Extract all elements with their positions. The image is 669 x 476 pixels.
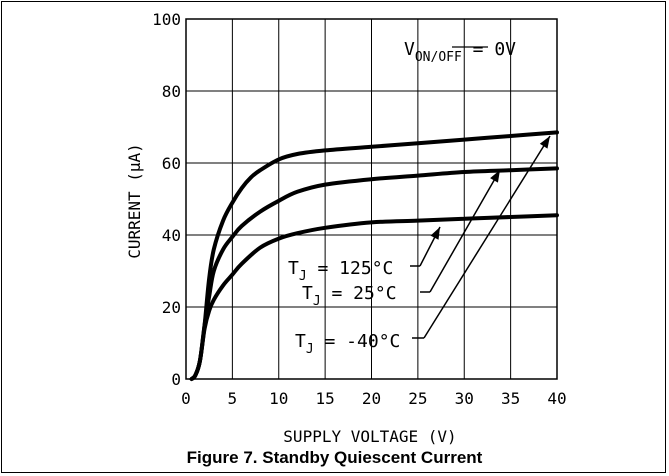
curves [189,130,559,381]
leader-minus40c-head [539,136,550,149]
y-tick-label: 40 [162,226,181,245]
x-tick-label: 10 [269,389,288,408]
svg-text:VON/OFF = 0V: VON/OFF = 0V [404,39,516,65]
condition-subscript: ON/OFF [415,50,462,65]
x-tick-label: 5 [228,389,238,408]
x-tick-label: 15 [315,389,334,408]
x-tick-label: 20 [362,389,381,408]
y-tick-label: 0 [171,370,181,389]
series-label-125c: TJ = 125°C [288,258,393,284]
y-tick-label: 20 [162,298,181,317]
condition-value: = 0V [462,39,516,60]
leader-25c [429,169,501,293]
figure-caption: Figure 7. Standby Quiescent Current [186,448,483,467]
x-tick-label: 0 [181,389,191,408]
x-axis-title: SUPPLY VOLTAGE (V) [283,427,456,446]
x-tick-label: 30 [455,389,474,408]
plot-border [185,18,558,380]
x-tick-label: 25 [408,389,427,408]
condition-annotation: VON/OFF = 0V [404,39,516,65]
y-tick-label: 100 [152,10,181,29]
leader-25c-head [490,170,500,183]
series-label-25c: TJ = 25°C [302,283,397,309]
leader-125c-head [430,227,440,240]
y-tick-label: 80 [162,82,181,101]
x-tick-label: 35 [501,389,520,408]
series-label-minus40c: TJ = -40°C [295,331,400,357]
y-axis-title: CURRENT (µA) [125,143,144,259]
x-tick-label: 40 [547,389,566,408]
y-tick-label: 60 [162,154,181,173]
curve-minus40c [189,213,559,381]
tick-labels: 0 5 10 15 20 25 30 35 40 0 20 40 60 80 100 [152,10,567,408]
grid [185,18,558,380]
leader-lines [410,135,551,339]
condition-symbol: V [404,39,415,60]
leader-minus40c [423,135,551,339]
